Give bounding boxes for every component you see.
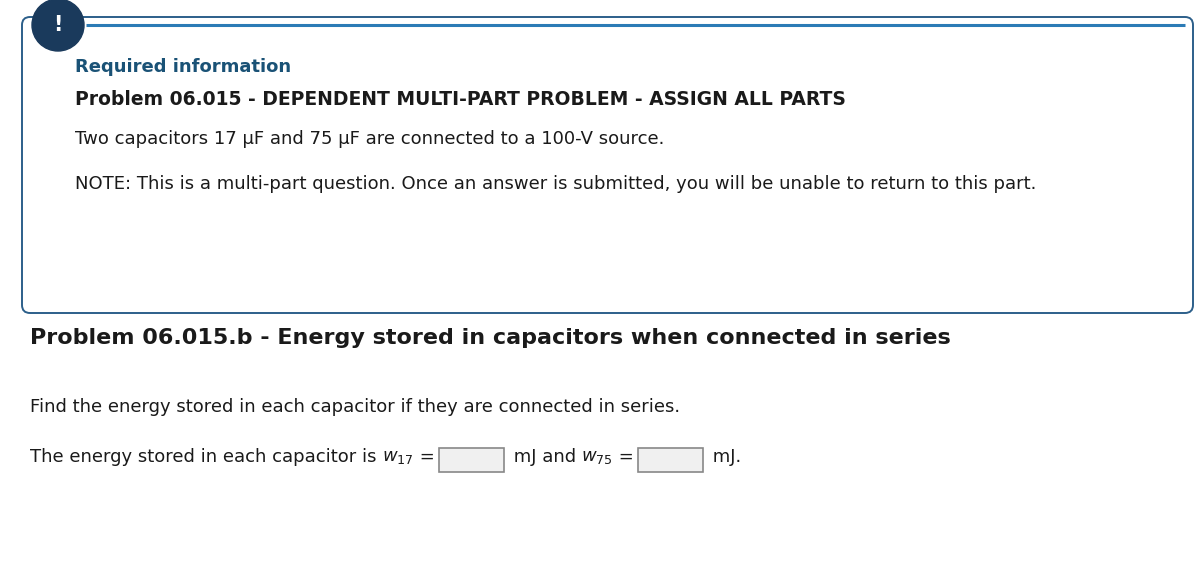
Text: mJ and: mJ and [508, 448, 582, 466]
Text: =: = [414, 448, 434, 466]
Text: NOTE: This is a multi-part question. Once an answer is submitted, you will be un: NOTE: This is a multi-part question. Onc… [74, 175, 1037, 193]
Text: !: ! [53, 15, 62, 35]
Bar [638, 448, 703, 472]
Text: mJ.: mJ. [707, 448, 742, 466]
Text: Two capacitors 17 μF and 75 μF are connected to a 100-V source.: Two capacitors 17 μF and 75 μF are conne… [74, 130, 665, 148]
Text: Problem 06.015.b - Energy stored in capacitors when connected in series: Problem 06.015.b - Energy stored in capa… [30, 328, 950, 348]
Bar [439, 448, 504, 472]
Text: =: = [613, 448, 634, 466]
Text: $w_{75}$: $w_{75}$ [582, 448, 613, 466]
Text: Problem 06.015 - DEPENDENT MULTI-PART PROBLEM - ASSIGN ALL PARTS: Problem 06.015 - DEPENDENT MULTI-PART PR… [74, 90, 846, 109]
FancyBboxPatch shape [22, 17, 1193, 313]
Text: Find the energy stored in each capacitor if they are connected in series.: Find the energy stored in each capacitor… [30, 398, 680, 416]
Text: $w_{17}$: $w_{17}$ [383, 448, 414, 466]
Text: The energy stored in each capacitor is: The energy stored in each capacitor is [30, 448, 383, 466]
Circle shape [32, 0, 84, 51]
Text: Required information: Required information [74, 58, 292, 76]
